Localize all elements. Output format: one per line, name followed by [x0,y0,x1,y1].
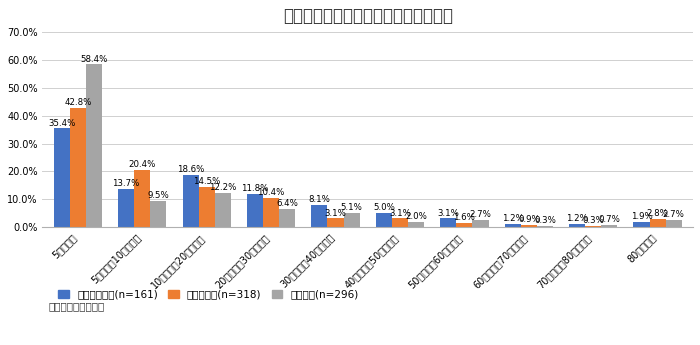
Text: 8.1%: 8.1% [309,195,330,204]
Bar [537,226,553,227]
Text: 1.9%: 1.9% [631,212,652,221]
Bar [247,194,263,227]
Text: 58.4%: 58.4% [80,55,108,63]
Text: 13.7%: 13.7% [113,179,140,188]
Text: 1.2%: 1.2% [566,214,588,223]
Text: 1.6%: 1.6% [454,213,475,222]
Bar [521,225,537,227]
Text: 0.7%: 0.7% [598,215,620,224]
Text: 12.2%: 12.2% [209,183,237,192]
Bar [473,219,489,227]
Text: 10.4%: 10.4% [258,188,285,197]
Bar [456,223,473,227]
Title: 月の平均残業時間を教えてください。: 月の平均残業時間を教えてください。 [283,7,453,25]
Text: 0.3%: 0.3% [534,216,556,225]
Bar [118,189,134,227]
Bar [86,65,102,227]
Bar [344,213,360,227]
Text: 3.1%: 3.1% [389,209,411,218]
Bar [54,128,70,227]
Bar [634,222,650,227]
Bar [650,219,666,227]
Text: 20.4%: 20.4% [129,160,156,169]
Bar [392,218,408,227]
Text: 5.0%: 5.0% [373,203,395,212]
Bar [376,213,392,227]
Bar [199,187,215,227]
Bar [505,224,521,227]
Text: 42.8%: 42.8% [64,98,92,107]
Bar [150,201,167,227]
Bar [328,218,344,227]
Text: 2.7%: 2.7% [663,210,685,219]
Text: 2.7%: 2.7% [470,210,491,219]
Bar [569,224,585,227]
Legend: かなり感じる(n=161), 少し感じる(n=318), 感じない(n=296): かなり感じる(n=161), 少し感じる(n=318), 感じない(n=296) [54,286,363,304]
Text: 9.5%: 9.5% [148,191,169,200]
Bar [666,219,682,227]
Text: 通勤時にストレスを: 通勤時にストレスを [49,301,105,311]
Text: 0.3%: 0.3% [582,216,604,225]
Bar [279,209,295,227]
Bar [134,170,150,227]
Text: 6.4%: 6.4% [276,199,298,208]
Bar [263,198,279,227]
Text: 11.8%: 11.8% [241,184,269,194]
Bar [585,226,601,227]
Bar [215,193,231,227]
Bar [408,221,424,227]
Bar [183,175,199,227]
Text: 35.4%: 35.4% [48,119,76,128]
Bar [70,108,86,227]
Text: 1.2%: 1.2% [502,214,524,223]
Text: 2.0%: 2.0% [405,212,427,221]
Text: 0.9%: 0.9% [518,215,540,224]
Text: 18.6%: 18.6% [177,166,204,175]
Text: 14.5%: 14.5% [193,177,220,186]
Text: 3.1%: 3.1% [325,209,346,218]
Bar [312,205,328,227]
Text: 3.1%: 3.1% [438,209,459,218]
Bar [601,225,617,227]
Bar [440,218,456,227]
Text: 5.1%: 5.1% [341,203,363,212]
Text: 2.8%: 2.8% [647,209,668,218]
